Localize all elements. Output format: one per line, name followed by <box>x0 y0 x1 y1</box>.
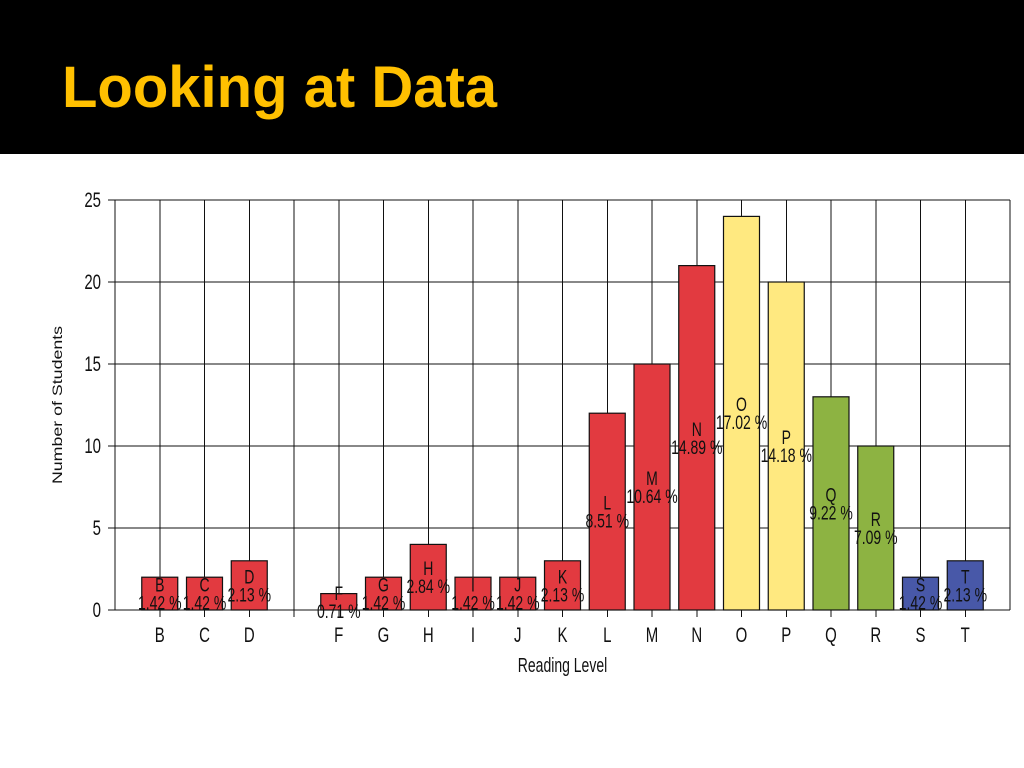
data-label-D-percent: 2.13 % <box>227 584 271 606</box>
data-label-B-percent: 1.42 % <box>138 592 182 614</box>
data-label-L-percent: 8.51 % <box>585 510 629 532</box>
bar-S <box>901 576 940 611</box>
data-label-M-level: M <box>646 468 658 490</box>
data-label-I-percent: 1.42 % <box>451 592 495 614</box>
x-tick-label-S: S <box>915 622 925 646</box>
x-tick-label-G: G <box>378 622 390 646</box>
bars <box>141 215 984 611</box>
data-label-R-percent: 7.09 % <box>854 527 898 549</box>
y-tick-label-5: 5 <box>93 515 101 539</box>
x-tick-label-L: L <box>603 622 611 646</box>
bar-Q <box>812 396 850 611</box>
bar-K <box>543 560 582 611</box>
data-label-M-percent: 10.64 % <box>626 486 677 508</box>
data-label-K-level: K <box>558 566 568 588</box>
bar-B <box>141 576 179 611</box>
x-tick-label-D: D <box>244 622 255 646</box>
data-label-S-level: S <box>916 574 925 596</box>
data-label-J-percent: 1.42 % <box>496 592 540 614</box>
y-tick-label-10: 10 <box>84 433 101 457</box>
data-label-B-level: B <box>155 574 164 596</box>
axes <box>108 199 1010 617</box>
data-label-S-percent: 1.42 % <box>899 592 943 614</box>
data-label-L-level: L <box>603 492 611 514</box>
x-tick-label-O: O <box>736 622 748 646</box>
y-tick-label-0: 0 <box>93 597 101 621</box>
data-label-D-level: D <box>244 566 254 588</box>
x-axis-title: Reading Level <box>518 653 607 676</box>
x-tick-label-P: P <box>781 622 791 646</box>
y-tick-label-20: 20 <box>84 269 101 293</box>
bar-J <box>499 576 537 611</box>
data-label-O-level: O <box>736 394 747 416</box>
data-label-N-percent: 14.89 % <box>671 437 722 459</box>
x-tick-label-J: J <box>514 622 522 646</box>
x-tick-label-H: H <box>423 622 434 646</box>
header-band: Looking at Data <box>0 0 1024 154</box>
x-tick-label-Q: Q <box>825 622 837 646</box>
data-label-F-percent: 0.71 % <box>317 601 361 623</box>
x-tick-label-I: I <box>471 622 475 646</box>
data-label-O-percent: 17.02 % <box>716 412 767 434</box>
bar-R <box>857 445 895 611</box>
slide-title: Looking at Data <box>62 55 498 120</box>
y-axis-title: Number of Students <box>51 326 66 484</box>
data-label-P-level: P <box>782 427 791 449</box>
data-label-F-level: F <box>334 583 343 605</box>
data-label-Q-percent: 9.22 % <box>809 502 853 524</box>
x-tick-label-C: C <box>199 622 210 646</box>
data-label-G-level: G <box>378 574 389 596</box>
bar-I <box>454 576 492 611</box>
data-label-C-percent: 1.42 % <box>183 592 227 614</box>
bar-N <box>678 265 716 611</box>
y-tick-label-15: 15 <box>84 351 101 375</box>
data-label-R-level: R <box>871 509 881 531</box>
bar-M <box>633 363 671 611</box>
data-label-Q-level: Q <box>826 484 837 506</box>
data-label-T-level: T <box>961 566 970 588</box>
x-tick-label-N: N <box>691 622 702 646</box>
x-tick-label-K: K <box>557 622 567 646</box>
chart-labels: B1.42 %C1.42 %D2.13 % F0.71 %G1.42 %H2.84… <box>51 187 987 676</box>
x-tick-label-M: M <box>646 622 658 646</box>
data-label-N-level: N <box>692 419 702 441</box>
x-tick-label-F: F <box>334 622 343 646</box>
data-label-C-level: C <box>199 574 209 596</box>
data-label-K-percent: 2.13 % <box>541 584 585 606</box>
x-tick-label-T: T <box>961 622 970 646</box>
bar-O <box>722 215 761 611</box>
bar-P <box>767 281 805 611</box>
data-label-G-percent: 1.42 % <box>362 592 406 614</box>
bar-H <box>409 543 447 611</box>
y-tick-label-25: 25 <box>84 187 101 211</box>
data-label-H-level: H <box>423 558 433 580</box>
bar-C <box>185 576 224 611</box>
data-label-J-level: J <box>514 574 521 596</box>
data-label-P-percent: 14.18 % <box>761 445 812 467</box>
x-tick-label-R: R <box>870 622 881 646</box>
data-label-I-level: I <box>471 574 475 596</box>
bar-L <box>588 412 626 611</box>
data-label-H-percent: 2.84 % <box>406 576 450 598</box>
data-label-T-percent: 2.13 % <box>943 584 987 606</box>
x-tick-label-B: B <box>155 622 165 646</box>
